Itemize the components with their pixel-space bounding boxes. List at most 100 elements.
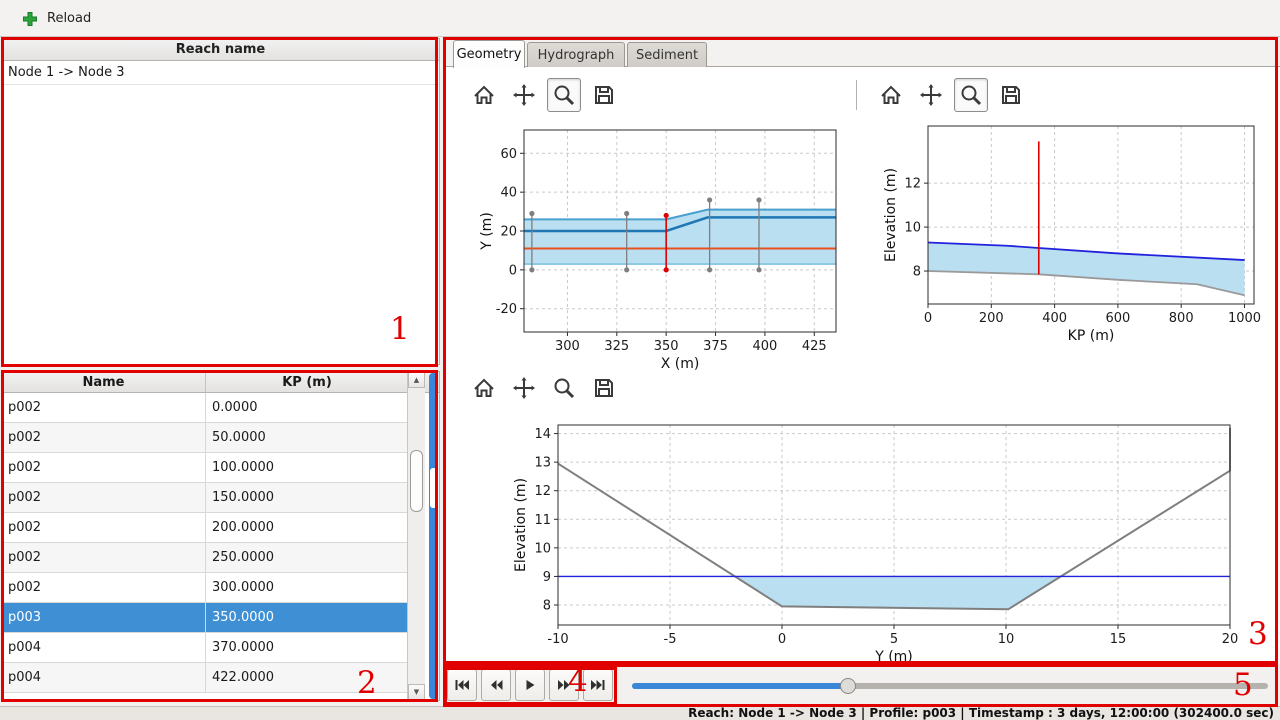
svg-text:15: 15 <box>1110 632 1127 647</box>
svg-text:400: 400 <box>752 339 777 354</box>
table-row[interactable]: p004 422.0000 <box>2 663 408 693</box>
cell-name: p002 <box>2 453 206 482</box>
home-button[interactable] <box>874 78 908 112</box>
zoom-icon <box>961 85 982 106</box>
home-button[interactable] <box>467 78 501 112</box>
table-row[interactable]: p002 100.0000 <box>2 453 408 483</box>
cell-name: p002 <box>2 513 206 542</box>
cell-name: p002 <box>2 393 206 422</box>
svg-text:12: 12 <box>534 484 551 499</box>
tab-geometry[interactable]: Geometry <box>453 40 525 68</box>
step-back-button[interactable] <box>481 669 511 701</box>
table-row[interactable]: p002 250.0000 <box>2 543 408 573</box>
zoom-icon <box>554 85 575 106</box>
step-forward-button[interactable] <box>549 669 579 701</box>
zoom-button[interactable] <box>547 371 581 405</box>
cell-kp: 370.0000 <box>212 640 275 655</box>
table-row[interactable]: p002 0.0000 <box>2 393 408 423</box>
reach-list-item[interactable]: Node 1 -> Node 3 <box>2 61 439 85</box>
svg-text:300: 300 <box>555 339 580 354</box>
save-button[interactable] <box>587 371 621 405</box>
reload-label: Reload <box>47 11 92 26</box>
outer-scrollbar-thumb[interactable] <box>430 468 437 508</box>
column-header-kp[interactable]: KP (m) <box>282 374 332 390</box>
reload-button[interactable]: Reload <box>14 4 99 33</box>
plan-view-chart[interactable]: 300 325 350 375 400 425 -20 0 20 40 60 X (m) Y (m) <box>452 116 864 370</box>
scroll-up-button[interactable]: ▲ <box>408 372 425 388</box>
cell-name: p004 <box>2 633 206 662</box>
main-toolbar <box>0 0 1280 37</box>
step-back-icon <box>491 680 503 690</box>
table-row[interactable]: p002 300.0000 <box>2 573 408 603</box>
save-icon <box>1002 86 1020 104</box>
tab-pane-border <box>444 66 1280 67</box>
svg-text:-5: -5 <box>664 632 677 647</box>
table-row[interactable]: p002 200.0000 <box>2 513 408 543</box>
cell-kp: 200.0000 <box>212 520 275 535</box>
pan-button[interactable] <box>507 371 541 405</box>
svg-text:8: 8 <box>913 265 921 280</box>
svg-text:14: 14 <box>534 427 551 442</box>
column-header-name[interactable]: Name <box>2 372 206 392</box>
home-button[interactable] <box>467 371 501 405</box>
svg-text:13: 13 <box>534 456 551 471</box>
cell-kp: 50.0000 <box>212 430 266 445</box>
outer-scrollbar[interactable] <box>429 373 438 699</box>
svg-text:X (m): X (m) <box>661 356 700 370</box>
svg-text:60: 60 <box>500 147 517 162</box>
svg-text:0: 0 <box>924 311 932 326</box>
svg-text:-20: -20 <box>496 302 517 317</box>
profile-table-body: p002 0.0000 p002 50.0000 p002 100.0000 p002 150… <box>2 393 408 700</box>
profile-table-header: Name KP (m) <box>2 372 439 393</box>
svg-text:0: 0 <box>509 263 517 278</box>
step-forward-icon <box>558 680 570 690</box>
svg-text:12: 12 <box>904 177 921 192</box>
save-button[interactable] <box>587 78 621 112</box>
play-icon <box>526 680 535 690</box>
tab-hydrograph[interactable]: Hydrograph <box>527 42 625 67</box>
svg-text:375: 375 <box>703 339 728 354</box>
zoom-button[interactable] <box>954 78 988 112</box>
cell-name: p002 <box>2 483 206 512</box>
table-row[interactable]: p004 370.0000 <box>2 633 408 663</box>
svg-text:10: 10 <box>534 541 551 556</box>
play-button[interactable] <box>515 669 545 701</box>
table-row[interactable]: p002 150.0000 <box>2 483 408 513</box>
cross-section-chart[interactable]: -10 -5 0 5 10 15 20 8 9 10 11 12 13 14 Y (m) Elevation … <box>498 413 1262 665</box>
long-profile-chart[interactable]: 0 200 400 600 800 1000 8 10 12 KP (m) Elevation (m… <box>864 116 1268 352</box>
skip-to-start-button[interactable] <box>447 669 477 701</box>
pan-button[interactable] <box>507 78 541 112</box>
scroll-down-button[interactable]: ▼ <box>408 684 425 700</box>
profile-table-panel: Name KP (m) p002 0.0000 p002 50.0000 p002 100… <box>1 371 440 701</box>
scrollbar-thumb[interactable] <box>410 450 423 512</box>
svg-text:0: 0 <box>778 632 786 647</box>
svg-text:40: 40 <box>500 186 517 201</box>
cell-kp: 422.0000 <box>212 670 275 685</box>
svg-text:10: 10 <box>904 221 921 236</box>
time-slider-handle[interactable] <box>840 678 856 694</box>
time-slider-fill <box>632 683 845 689</box>
svg-text:8: 8 <box>543 599 551 614</box>
svg-text:5: 5 <box>890 632 898 647</box>
table-row[interactable]: p002 50.0000 <box>2 423 408 453</box>
table-row[interactable]: p003 350.0000 <box>2 603 408 633</box>
svg-text:20: 20 <box>500 225 517 240</box>
pan-button[interactable] <box>914 78 948 112</box>
cell-name: p003 <box>2 603 206 632</box>
reach-list-header: Reach name <box>2 39 439 61</box>
svg-text:325: 325 <box>604 339 629 354</box>
pan-icon <box>920 84 942 106</box>
zoom-icon <box>554 378 575 399</box>
skip-to-end-button[interactable] <box>583 669 613 701</box>
home-icon <box>474 85 494 104</box>
save-button[interactable] <box>994 78 1028 112</box>
cell-kp: 0.0000 <box>212 400 258 415</box>
zoom-button[interactable] <box>547 78 581 112</box>
table-scrollbar[interactable]: ▲ ▼ <box>407 372 425 700</box>
tab-sediment[interactable]: Sediment <box>627 42 707 67</box>
toolbar-separator <box>856 80 857 110</box>
home-icon <box>881 85 901 104</box>
cell-name: p002 <box>2 423 206 452</box>
svg-text:350: 350 <box>654 339 679 354</box>
time-slider-track[interactable] <box>632 683 1268 689</box>
